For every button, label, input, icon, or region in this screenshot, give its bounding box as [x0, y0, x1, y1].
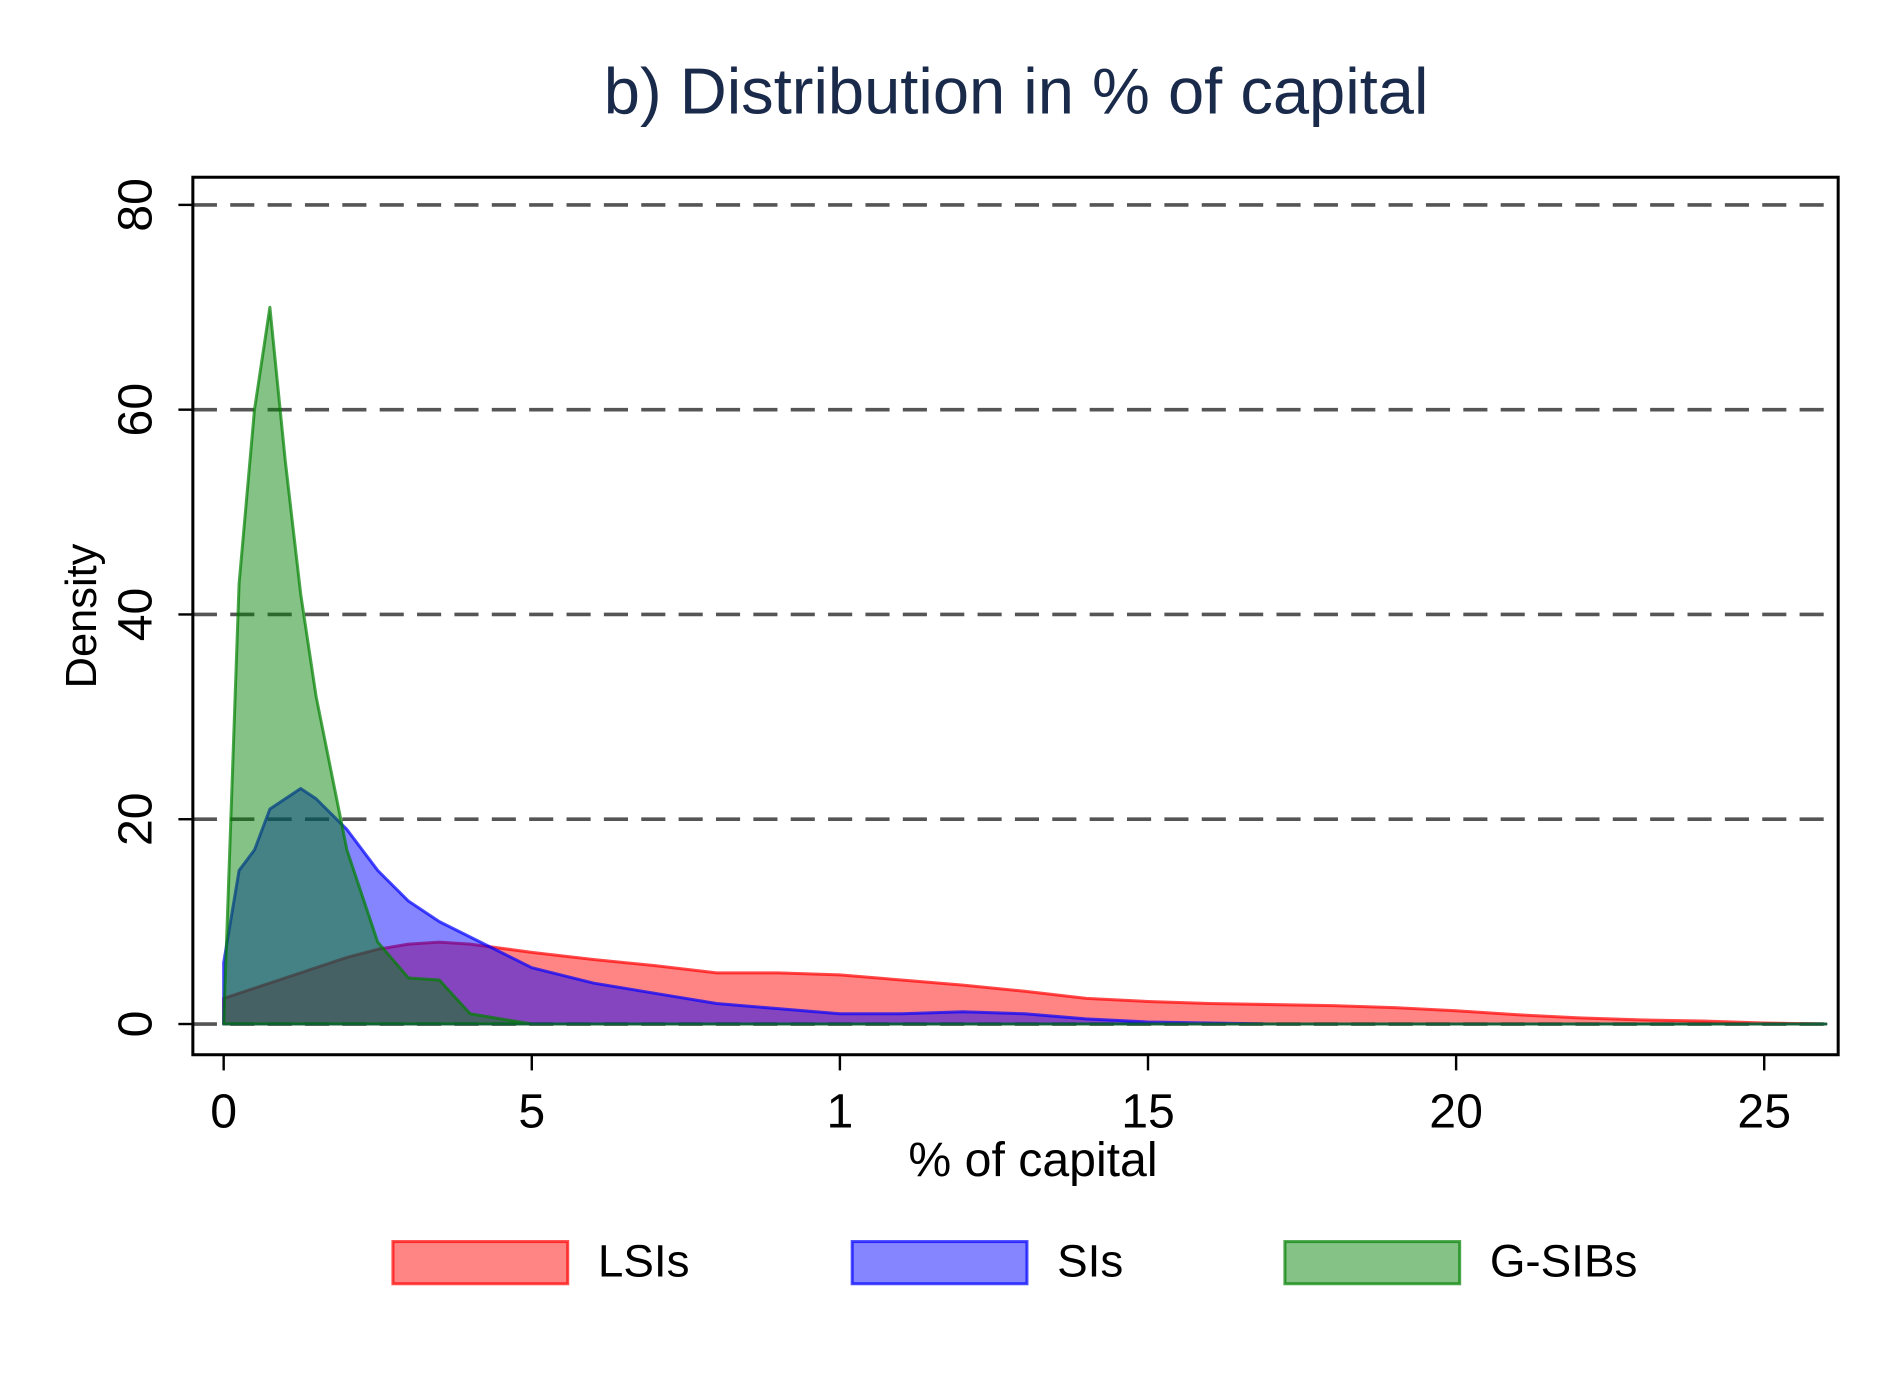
y-tick-label: 80: [108, 178, 162, 232]
area: [222, 305, 1828, 1026]
legend-label: LSIs: [598, 1236, 690, 1287]
y-tick-label: 60: [108, 383, 162, 437]
plot-border: [191, 175, 1840, 1057]
x-tick-label: 0: [210, 1085, 237, 1139]
y-axis-label: Density: [58, 543, 106, 688]
x-tick-label: 20: [1429, 1085, 1483, 1139]
legend-swatch: [391, 1240, 570, 1286]
y-tick-label: 40: [108, 588, 162, 642]
x-axis-label: % of capital: [908, 1133, 1157, 1187]
legend-label: G-SIBs: [1490, 1236, 1638, 1287]
x-tick-label: 25: [1737, 1085, 1791, 1139]
chart-title: b) Distribution in % of capital: [604, 55, 1429, 128]
legend-label: SIs: [1057, 1236, 1123, 1287]
x-tick-label: 15: [1121, 1085, 1175, 1139]
x-tick-label: 1: [826, 1085, 853, 1139]
y-tick-label: 20: [108, 792, 162, 846]
x-tick-label: 5: [518, 1085, 545, 1139]
legend-swatch: [1283, 1240, 1462, 1286]
legend-swatch: [850, 1240, 1029, 1286]
y-tick-label: 0: [108, 1011, 162, 1038]
area: [222, 940, 1828, 1026]
